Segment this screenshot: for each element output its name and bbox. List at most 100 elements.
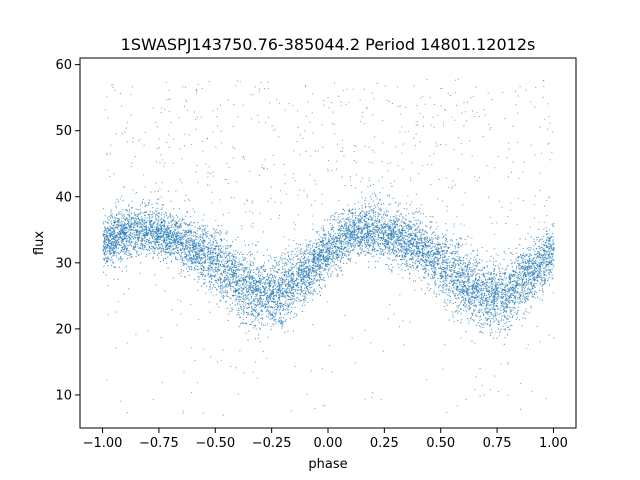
- data-point: [339, 249, 341, 251]
- data-point: [207, 274, 209, 276]
- data-point: [389, 247, 391, 249]
- data-point: [410, 229, 412, 231]
- data-point: [210, 248, 212, 250]
- data-point: [230, 282, 232, 284]
- data-point: [299, 265, 301, 267]
- data-point: [262, 269, 264, 271]
- data-point: [251, 287, 253, 289]
- data-point: [446, 230, 448, 232]
- data-point: [139, 213, 141, 215]
- data-point: [344, 253, 346, 255]
- data-point: [403, 256, 405, 258]
- data-point: [220, 245, 222, 247]
- data-point: [262, 301, 264, 303]
- data-point: [249, 277, 251, 279]
- data-point: [376, 253, 378, 255]
- data-point: [137, 218, 139, 220]
- data-point: [276, 304, 278, 306]
- data-point: [305, 245, 307, 247]
- data-point: [515, 292, 517, 294]
- data-point: [529, 258, 531, 260]
- data-point: [504, 329, 506, 331]
- data-point: [480, 285, 482, 287]
- data-point: [540, 263, 542, 265]
- data-point: [156, 218, 158, 220]
- data-point: [405, 225, 407, 227]
- data-point: [385, 214, 387, 216]
- data-point: [428, 289, 430, 291]
- data-point: [247, 290, 249, 292]
- data-point: [470, 301, 472, 303]
- data-point: [277, 288, 279, 290]
- data-point: [194, 255, 196, 257]
- data-point: [532, 279, 534, 281]
- data-point: [432, 270, 434, 272]
- data-point: [382, 237, 384, 239]
- data-point: [352, 208, 354, 210]
- data-point: [488, 309, 490, 311]
- data-point: [231, 282, 233, 284]
- data-point: [552, 225, 554, 227]
- data-point: [433, 262, 435, 264]
- data-point: [220, 256, 222, 258]
- data-point: [474, 269, 476, 271]
- data-point: [284, 305, 286, 307]
- data-point: [137, 209, 139, 211]
- data-point: [275, 322, 277, 324]
- data-point: [252, 321, 254, 323]
- data-point: [311, 292, 313, 294]
- data-point: [521, 287, 523, 289]
- data-point: [299, 258, 301, 260]
- data-point: [284, 283, 286, 285]
- data-point: [534, 268, 536, 270]
- data-point: [472, 312, 474, 314]
- data-point: [425, 231, 427, 233]
- data-point: [110, 243, 112, 245]
- data-point: [123, 215, 125, 217]
- data-point: [291, 272, 293, 274]
- data-point: [125, 248, 127, 250]
- data-point: [194, 243, 196, 245]
- data-point: [370, 205, 372, 207]
- data-point: [346, 230, 348, 232]
- data-point: [359, 228, 361, 230]
- data-point: [372, 212, 374, 214]
- data-point: [329, 234, 331, 236]
- data-point: [227, 260, 229, 262]
- data-point: [409, 240, 411, 242]
- data-point: [208, 276, 210, 278]
- data-point: [141, 216, 143, 218]
- data-point: [231, 276, 233, 278]
- data-point: [312, 299, 314, 301]
- data-point: [520, 300, 522, 302]
- data-point: [161, 222, 163, 224]
- data-point: [229, 297, 231, 299]
- data-point: [479, 300, 481, 302]
- data-point: [387, 247, 389, 249]
- data-point: [484, 288, 486, 290]
- data-point: [120, 223, 122, 225]
- data-point: [487, 304, 489, 306]
- data-point: [494, 309, 496, 311]
- data-point: [424, 256, 426, 258]
- data-point: [517, 277, 519, 279]
- data-point: [227, 319, 229, 321]
- data-point: [189, 253, 191, 255]
- data-point: [470, 270, 472, 272]
- data-point: [543, 272, 545, 274]
- data-point: [273, 309, 275, 311]
- data-point: [530, 275, 532, 277]
- data-point: [412, 242, 414, 244]
- data-point: [140, 262, 142, 264]
- data-point: [534, 297, 536, 299]
- data-point: [193, 245, 195, 247]
- data-point: [414, 235, 416, 237]
- data-point: [285, 302, 287, 304]
- data-point: [207, 249, 209, 251]
- data-point: [380, 209, 382, 211]
- data-point: [115, 207, 117, 209]
- data-point: [521, 288, 523, 290]
- data-point: [547, 280, 549, 282]
- data-point: [449, 280, 451, 282]
- data-point: [269, 283, 271, 285]
